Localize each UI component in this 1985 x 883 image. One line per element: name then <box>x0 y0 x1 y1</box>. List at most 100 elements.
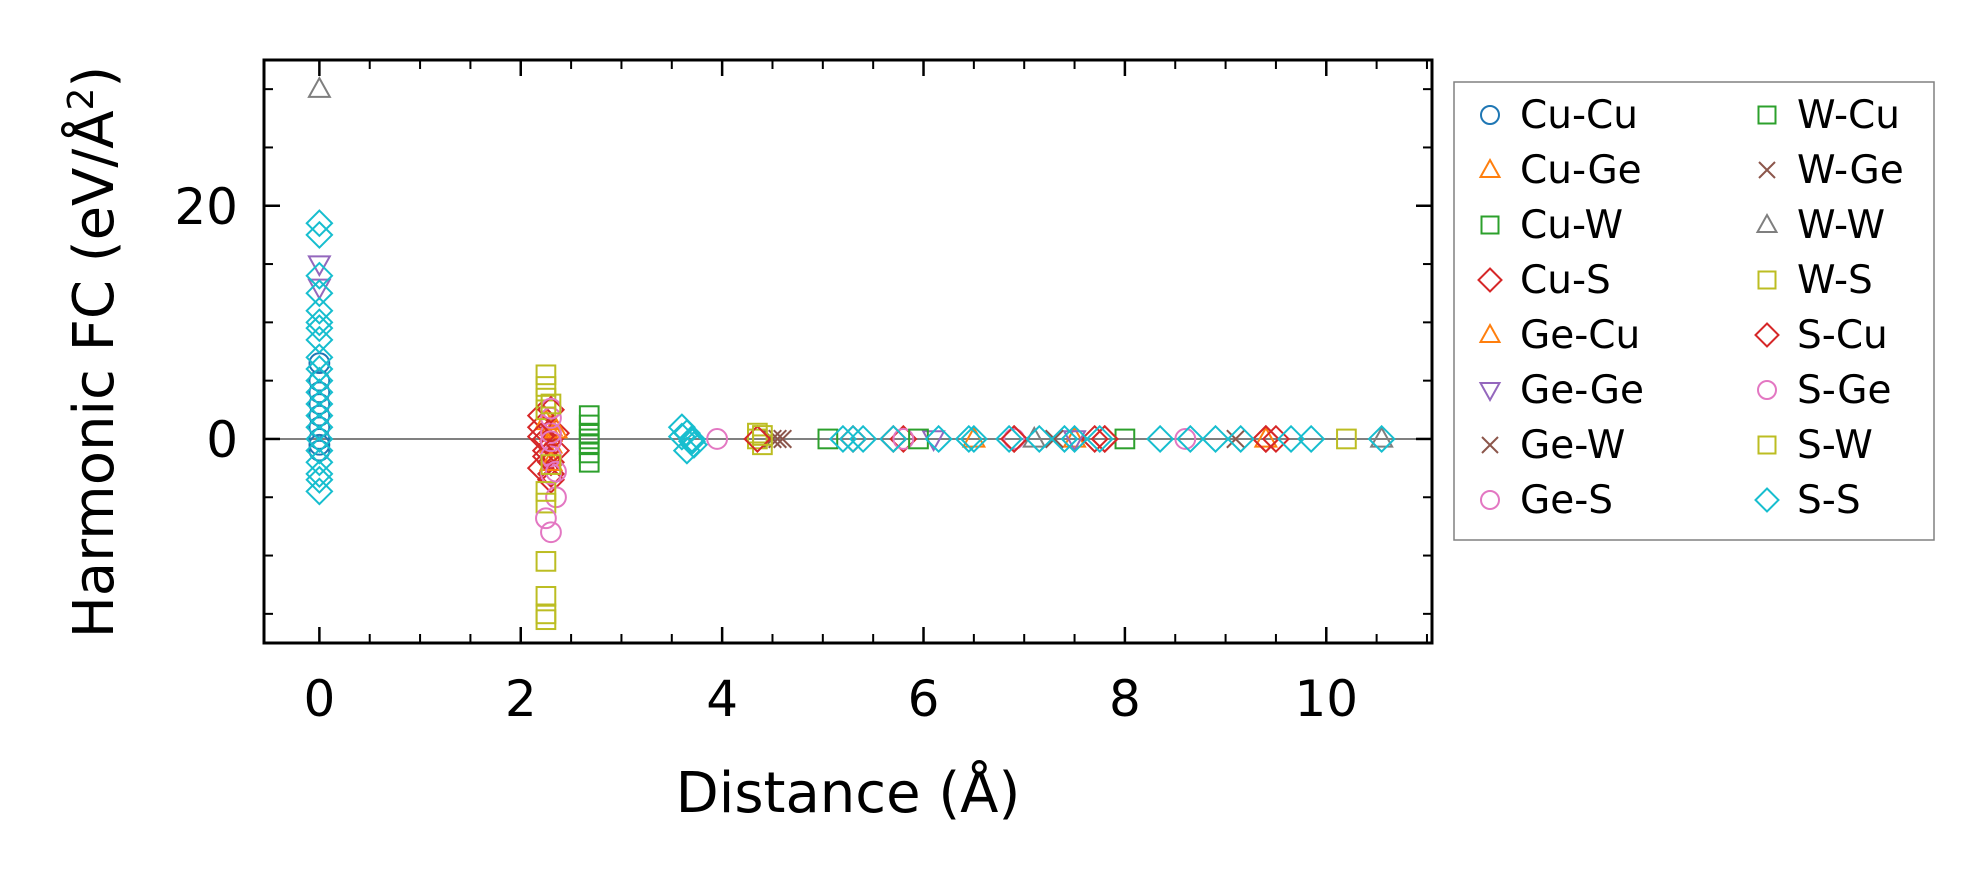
point-s-s <box>667 422 696 451</box>
point-w-s <box>535 376 557 397</box>
point-s-cu <box>743 424 772 454</box>
legend-marker-s-w <box>1757 435 1777 455</box>
legend-label: Ge-Cu <box>1520 313 1640 358</box>
legend-label: S-Ge <box>1797 368 1891 413</box>
legend-marker-s-s <box>1754 487 1780 513</box>
point-w-s <box>535 586 557 607</box>
point-s-s <box>305 220 334 249</box>
point-s-s <box>305 308 334 337</box>
scatter-points <box>305 76 1396 631</box>
legend-box <box>1453 81 1935 541</box>
point-w-w <box>1369 425 1394 448</box>
legend-marker-ge-w <box>1481 436 1499 454</box>
point-s-s <box>1226 424 1255 454</box>
point-ge-s <box>1174 428 1197 450</box>
y-axis-label-main: Harmonic FC (eV/Å <box>61 110 127 638</box>
point-s-s <box>1060 424 1089 454</box>
point-ge-s <box>540 521 562 544</box>
point-ge-w <box>773 429 793 449</box>
point-s-s <box>305 424 334 454</box>
point-s-s <box>305 413 334 442</box>
point-s-s <box>677 427 706 456</box>
point-s-s <box>305 209 334 238</box>
point-ge-cu <box>538 449 564 471</box>
point-cu-s <box>531 424 560 454</box>
legend-marker-cu-w <box>1480 215 1500 235</box>
point-s-s <box>1146 424 1175 454</box>
point-s-s <box>305 279 334 308</box>
legend-label: Ge-S <box>1520 478 1613 523</box>
point-s-ge <box>545 460 567 483</box>
legend-label: W-Ge <box>1797 148 1904 193</box>
point-ge-s <box>706 428 729 450</box>
point-s-s <box>1085 424 1114 454</box>
x-tick-label: 0 <box>303 670 335 728</box>
legend-marker-w-s <box>1757 270 1777 290</box>
point-s-s <box>924 424 953 454</box>
point-s-s <box>305 389 334 419</box>
point-s-s <box>1025 424 1054 454</box>
point-s-s <box>305 261 334 290</box>
point-s-s <box>995 424 1024 454</box>
x-tick-label: 6 <box>908 670 940 728</box>
point-s-s <box>849 424 878 454</box>
legend-label: Cu-Cu <box>1520 93 1638 138</box>
legend-label: W-Cu <box>1797 93 1900 138</box>
point-ge-w <box>1044 429 1064 449</box>
point-cu-w <box>578 451 600 473</box>
legend-marker-w-cu <box>1757 105 1777 125</box>
point-s-s <box>305 401 334 430</box>
point-s-cu <box>1251 424 1280 454</box>
point-s-w <box>540 393 562 415</box>
point-s-s <box>1050 424 1079 454</box>
x-tick-label: 8 <box>1109 670 1141 728</box>
point-s-s <box>954 424 983 454</box>
point-w-s <box>747 422 768 444</box>
point-ge-ge <box>1062 430 1087 452</box>
point-s-s <box>677 424 706 454</box>
point-s-s <box>305 459 334 488</box>
point-ge-ge <box>307 255 332 278</box>
legend-marker-ge-s <box>1480 490 1500 510</box>
point-s-s <box>838 424 868 454</box>
legend-label: Cu-W <box>1520 203 1623 248</box>
legend-label: W-W <box>1797 203 1885 248</box>
plot-frame <box>262 58 1434 645</box>
point-s-s <box>305 465 334 494</box>
point-cu-ge <box>1062 425 1087 448</box>
point-s-s <box>959 424 988 454</box>
point-s-s <box>1201 424 1230 454</box>
point-w-ge <box>1226 429 1246 449</box>
legend-marker-cu-s <box>1477 267 1503 293</box>
point-s-s <box>305 448 334 477</box>
x-tick-labels: 0 2 4 6 8 10 <box>303 670 1358 728</box>
point-s-s <box>305 296 334 325</box>
y-tick-label: 0 <box>206 411 238 469</box>
point-cu-cu <box>308 433 331 456</box>
point-s-s <box>305 378 334 407</box>
point-ge-s <box>1003 428 1026 450</box>
point-w-w <box>307 76 332 98</box>
legend-label: Ge-Ge <box>1520 368 1644 413</box>
legend-label: Cu-Ge <box>1520 148 1642 193</box>
point-s-s <box>1367 424 1396 454</box>
point-w-s <box>535 481 557 502</box>
legend-label: S-Cu <box>1797 313 1888 358</box>
point-s-w <box>540 454 562 475</box>
point-w-s <box>535 492 557 514</box>
point-s-ge <box>535 507 557 530</box>
point-w-cu <box>1114 428 1136 450</box>
legend-marker-s-ge <box>1757 380 1777 400</box>
x-tick-label: 4 <box>706 670 738 728</box>
point-s-s <box>305 343 334 372</box>
point-s-s <box>305 366 334 395</box>
legend-marker-w-w <box>1755 212 1779 233</box>
point-w-s <box>535 551 557 572</box>
x-tick-label: 2 <box>505 670 537 728</box>
point-w-s <box>535 609 557 631</box>
point-w-cu <box>908 428 929 450</box>
x-axis-label: Distance (Å) <box>676 760 1021 826</box>
x-tick-label: 10 <box>1294 670 1358 728</box>
point-s-s <box>1176 424 1205 454</box>
